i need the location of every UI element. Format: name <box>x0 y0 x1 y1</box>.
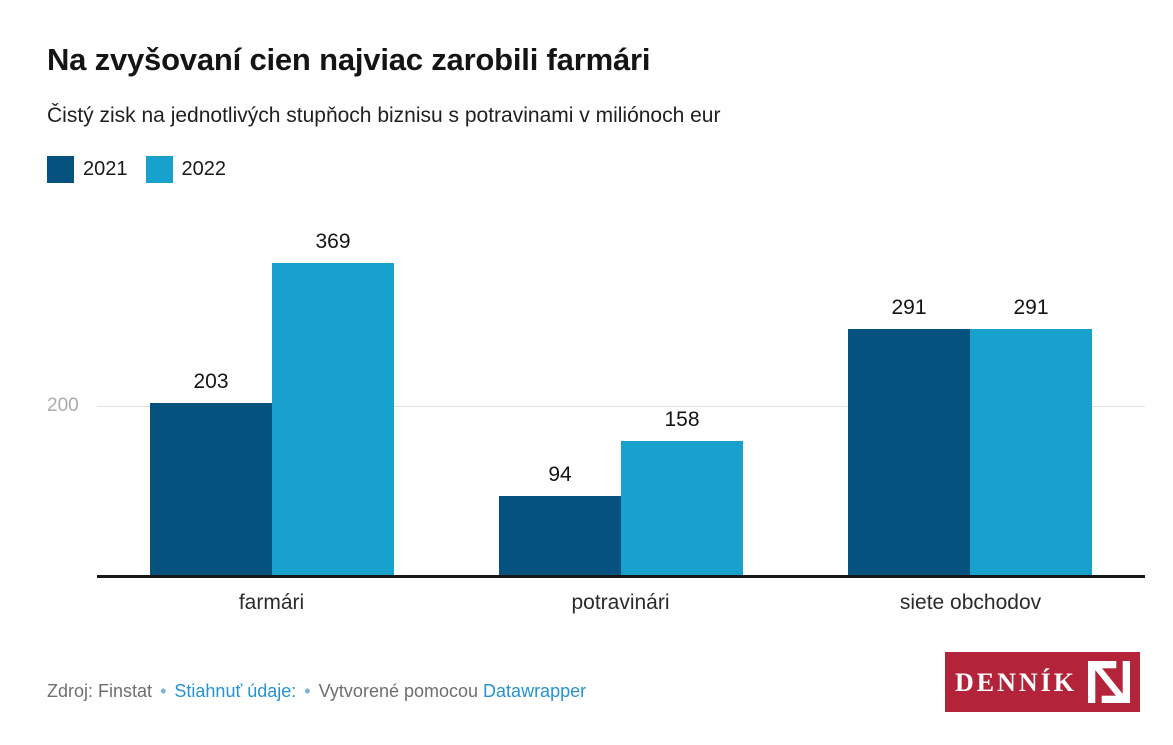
source-name: Finstat <box>98 681 153 701</box>
bar-value-label: 158 <box>664 408 700 431</box>
bar-value-label: 291 <box>1013 296 1049 319</box>
y-axis-tick-200: 200 <box>47 395 79 416</box>
bar-value-label: 203 <box>193 370 229 393</box>
bar-2021-potravinári[interactable] <box>499 496 621 575</box>
legend-label: 2022 <box>181 158 227 180</box>
bar-value-label: 94 <box>548 463 572 486</box>
footer: Zdroj: Finstat • Stiahnuť údaje: • Vytvo… <box>47 681 586 702</box>
bar-value-label: 291 <box>891 296 927 319</box>
chart-subtitle: Čistý zisk na jednotlivých stupňoch bizn… <box>47 104 721 127</box>
dennik-n-mark-icon <box>1088 661 1130 703</box>
legend-label: 2021 <box>83 158 128 180</box>
bar-2022-siete obchodov[interactable] <box>970 329 1092 575</box>
legend-item-2021: 2021 <box>47 156 128 183</box>
dennik-n-logo-text: DENNÍK <box>954 668 1077 697</box>
legend: 2021 2022 <box>47 156 226 183</box>
bar-value-label: 369 <box>315 230 351 253</box>
category-label-farmári: farmári <box>238 591 305 614</box>
gridline-200 <box>97 406 1145 407</box>
source-label: Zdroj: <box>47 681 94 701</box>
category-label-siete obchodov: siete obchodov <box>899 591 1042 614</box>
dennik-n-logo[interactable]: DENNÍK <box>945 652 1140 712</box>
x-axis-baseline <box>97 575 1145 578</box>
legend-swatch-2022 <box>145 156 173 183</box>
bar-2021-siete obchodov[interactable] <box>848 329 970 575</box>
legend-item-2022: 2022 <box>145 156 227 183</box>
footer-separator: • <box>160 681 167 701</box>
bar-2022-potravinári[interactable] <box>621 441 743 575</box>
category-label-potravinári: potravinári <box>571 591 670 614</box>
chart-title: Na zvyšovaní cien najviac zarobili farmá… <box>47 42 651 77</box>
bar-2022-farmári[interactable] <box>272 263 394 575</box>
legend-swatch-2021 <box>47 156 74 183</box>
bar-2021-farmári[interactable] <box>150 403 272 575</box>
footer-separator: • <box>304 681 311 701</box>
download-data-link[interactable]: Stiahnuť údaje: <box>174 681 297 701</box>
datawrapper-link[interactable]: Datawrapper <box>483 681 587 701</box>
made-with-label: Vytvorené pomocou <box>318 681 479 701</box>
